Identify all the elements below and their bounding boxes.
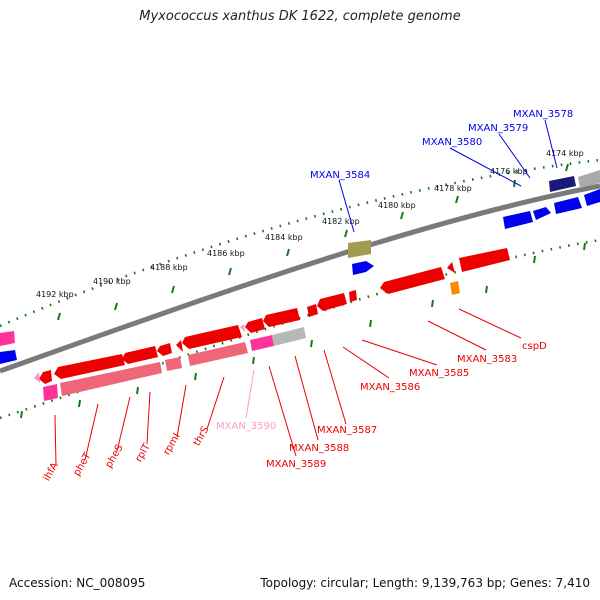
gene-bar-light[interactable] [60,362,162,396]
gene-arrow-rev[interactable] [157,343,172,356]
gene-label-mxan-3588[interactable]: MXAN_3588 [289,443,349,454]
gene-bar-rna[interactable] [43,384,58,401]
gene-arrow-rev[interactable] [380,267,445,294]
gene-label-mxan-3578[interactable]: MXAN_3578 [513,109,573,120]
gene-label-phes[interactable]: pheS [104,443,126,470]
gene-label-mxan-3590[interactable]: MXAN_3590 [216,421,276,432]
label-leaders [54,119,558,466]
gene-label-mxan-3584[interactable]: MXAN_3584 [310,170,370,181]
gene-label-mxan-3580[interactable]: MXAN_3580 [422,137,482,148]
gene-arrow-pink[interactable] [34,372,40,383]
gene-label-cspd[interactable]: cspD [522,341,547,352]
ruler-label-4182: 4182 kbp [322,217,360,226]
ruler-label-4184: 4184 kbp [265,233,303,242]
ruler-label-4176: 4176 kbp [490,167,528,176]
ruler-label-4188: 4188 kbp [150,263,188,272]
gene-label-rpmi[interactable]: rpmI [162,432,183,458]
gene-label-mxan-3589[interactable]: MXAN_3589 [266,459,326,470]
outer-dotted-ruler [0,158,600,328]
gene-arrow-pink[interactable] [240,324,245,332]
gene-label-mxan-3587[interactable]: MXAN_3587 [317,425,377,436]
gene-label-phet[interactable]: pheT [72,450,94,478]
ruler-label-4186: 4186 kbp [207,249,245,258]
gene-bar-pseudo[interactable] [272,327,306,346]
gene-arrow-rev[interactable] [307,304,318,317]
gene-arrow-rev[interactable] [122,346,158,364]
gene-arrow-fwd[interactable] [503,211,533,229]
forward-features [0,170,600,364]
ruler-label-4174: 4174 kbp [546,149,584,158]
gene-arrow-rev[interactable] [447,262,455,273]
reverse-features [34,248,510,401]
gene-arrow-rev[interactable] [263,308,300,327]
gene-arrow-fwd[interactable] [352,261,374,275]
gene-arrow-rev[interactable] [182,325,242,349]
accession-text: Accession: NC_008095 [9,576,146,590]
gene-bar-light[interactable] [165,357,182,371]
gene-arrow-fwd[interactable] [0,350,17,364]
gene-arrow-rev[interactable] [245,318,265,333]
gene-label-ihfa[interactable]: ihfA [42,461,61,484]
gene-bar-rna[interactable] [250,335,274,351]
gene-arrow-olive[interactable] [348,240,371,258]
gene-arrow-rev[interactable] [54,354,125,379]
gene-arrow-rev[interactable] [349,290,357,302]
gene-label-thrs[interactable]: thrS [192,425,212,448]
gene-label-mxan-3583[interactable]: MXAN_3583 [457,354,517,365]
gene-label-mxan-3579[interactable]: MXAN_3579 [468,123,528,134]
gene-arrow-fwd[interactable] [578,170,600,188]
gene-arrow-rev[interactable] [317,293,347,311]
ruler-label-4180: 4180 kbp [378,201,416,210]
ruler-label-4192: 4192 kbp [36,290,74,299]
gene-arrow-rev[interactable] [176,340,183,352]
ruler-label-4178: 4178 kbp [434,184,472,193]
gene-label-mxan-3585[interactable]: MXAN_3585 [409,368,469,379]
gene-arrow-orange[interactable] [450,281,460,295]
gene-label-rplt[interactable]: rplT [134,441,154,464]
gene-arrow-fwd[interactable] [549,176,576,192]
genome-summary: Topology: circular; Length: 9,139,763 bp… [260,576,590,590]
kbp-ticks-inner [20,242,586,419]
map-title: Myxococcus xanthus DK 1622, complete gen… [139,9,461,24]
gene-arrow-fwd[interactable] [554,197,582,214]
gene-arrow-rev[interactable] [459,248,510,272]
genome-backbone [0,183,600,374]
gene-bar-light[interactable] [188,342,248,366]
gene-label-mxan-3586[interactable]: MXAN_3586 [360,382,420,393]
gene-arrow-fwd[interactable] [584,189,600,206]
gene-arrow-rna[interactable] [0,331,15,346]
gene-arrow-fwd[interactable] [533,207,551,220]
ruler-label-4190: 4190 kbp [93,277,131,286]
kbp-ticks [57,163,569,321]
gene-arrow-rev[interactable] [39,370,52,384]
